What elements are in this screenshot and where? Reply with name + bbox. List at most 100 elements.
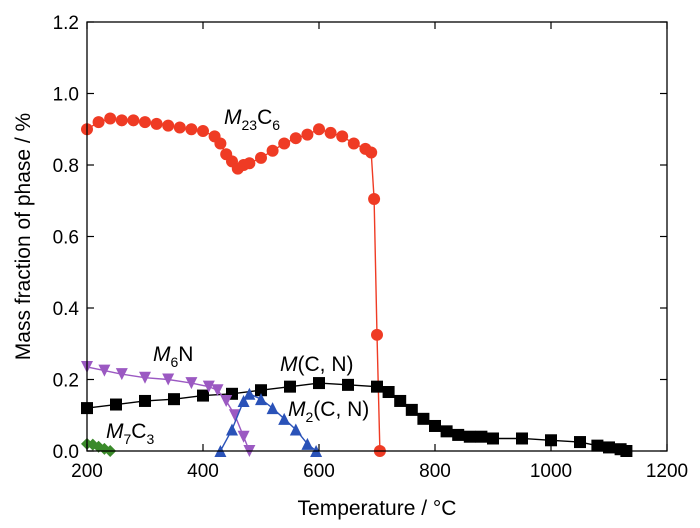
y-axis-label: Mass fraction of phase / % <box>12 113 35 360</box>
data-point <box>243 157 256 170</box>
x-tick-label: 1200 <box>646 461 688 482</box>
data-point <box>92 116 105 129</box>
data-point <box>150 117 163 130</box>
data-point <box>255 151 267 164</box>
data-point <box>452 428 465 441</box>
series-label-part: M <box>106 420 124 443</box>
series-label-part: 3 <box>146 431 154 447</box>
data-point <box>214 137 227 150</box>
data-point <box>98 364 111 377</box>
data-point <box>301 437 314 450</box>
series-label-part: M <box>280 353 298 376</box>
y-tick-label: 0.2 <box>53 371 79 392</box>
y-tick-label: 1.0 <box>53 85 79 106</box>
x-tick-label: 200 <box>71 461 103 482</box>
data-point <box>289 132 302 145</box>
data-point <box>324 126 337 139</box>
data-point <box>255 393 267 406</box>
tick-layer: 200 400 600 800 1000 1200 0.0 0.2 0.4 0.6 0.8 1.0 1.… <box>53 13 689 482</box>
data-point <box>382 386 395 399</box>
data-point <box>342 378 354 391</box>
data-point <box>440 425 453 438</box>
series-label-part: 23 <box>242 117 258 133</box>
series-label-part: C <box>131 420 146 443</box>
data-point <box>429 419 441 432</box>
data-point <box>211 384 224 397</box>
series-label-part: M <box>153 343 171 366</box>
data-point <box>313 377 325 390</box>
data-point <box>313 123 325 136</box>
data-point <box>115 368 128 381</box>
data-point <box>487 432 499 445</box>
series-label-part: (C, N) <box>298 353 354 376</box>
data-point <box>574 436 586 449</box>
y-tick-label: 0.4 <box>53 299 80 320</box>
series-label-part: 6 <box>272 117 280 133</box>
data-point <box>243 387 256 400</box>
data-point <box>110 398 122 411</box>
y-tick-label: 1.2 <box>53 13 79 34</box>
data-point <box>104 112 117 125</box>
data-point <box>417 412 430 425</box>
data-point <box>266 144 279 157</box>
data-point <box>545 434 557 447</box>
series-label-m6n: M6N <box>153 343 193 370</box>
series-label-part: M <box>224 106 242 129</box>
data-point <box>237 394 250 407</box>
data-point <box>405 403 418 416</box>
series-label-part: C <box>257 106 272 129</box>
data-point <box>168 393 180 406</box>
x-tick-label: 600 <box>303 461 335 482</box>
data-point <box>173 121 186 134</box>
data-point <box>336 130 349 143</box>
data-point <box>220 394 233 407</box>
series-label-mcn: M(C, N) <box>280 353 354 376</box>
x-tick-label: 1000 <box>530 461 572 482</box>
series-label-part: 2 <box>306 409 314 425</box>
data-point <box>255 384 267 397</box>
series-0 <box>81 112 386 457</box>
data-point <box>284 380 296 393</box>
data-point <box>278 137 291 150</box>
data-point <box>185 123 198 136</box>
data-point <box>237 430 250 443</box>
x-tick-label: 400 <box>187 461 219 482</box>
x-axis-label: Temperature / °C <box>298 497 457 520</box>
data-point <box>127 114 140 127</box>
data-point <box>301 128 314 141</box>
data-point <box>197 125 209 138</box>
data-point <box>371 328 383 341</box>
series-label-part: M <box>288 398 306 421</box>
data-point <box>371 380 383 393</box>
data-point <box>347 137 360 150</box>
series-label-part: (C, N) <box>313 398 369 421</box>
data-point <box>139 116 151 129</box>
series-label-part: N <box>178 343 193 366</box>
series-label-part: 6 <box>171 354 179 370</box>
data-point <box>368 192 381 205</box>
data-point <box>139 394 151 407</box>
data-point <box>185 377 198 390</box>
x-tick-label: 800 <box>419 461 451 482</box>
y-tick-label: 0.6 <box>53 228 79 249</box>
data-point <box>463 430 476 443</box>
data-point <box>202 380 215 393</box>
data-point <box>162 119 175 132</box>
y-tick-label: 0.0 <box>53 442 79 463</box>
series-line <box>219 392 317 452</box>
data-point <box>394 394 407 407</box>
data-point <box>591 439 604 452</box>
series-label-part: 7 <box>124 431 132 447</box>
data-point <box>289 423 302 436</box>
data-point <box>197 389 209 402</box>
series-3 <box>214 387 323 457</box>
data-point <box>162 373 175 386</box>
data-point <box>139 371 151 384</box>
series-label-m2cn: M2(C, N) <box>288 398 369 425</box>
series-label-m23c6: M23C6 <box>224 106 280 133</box>
data-point <box>278 412 291 425</box>
series-label-m7c3: M7C3 <box>106 420 154 447</box>
data-point <box>516 432 528 445</box>
data-point <box>475 430 488 443</box>
